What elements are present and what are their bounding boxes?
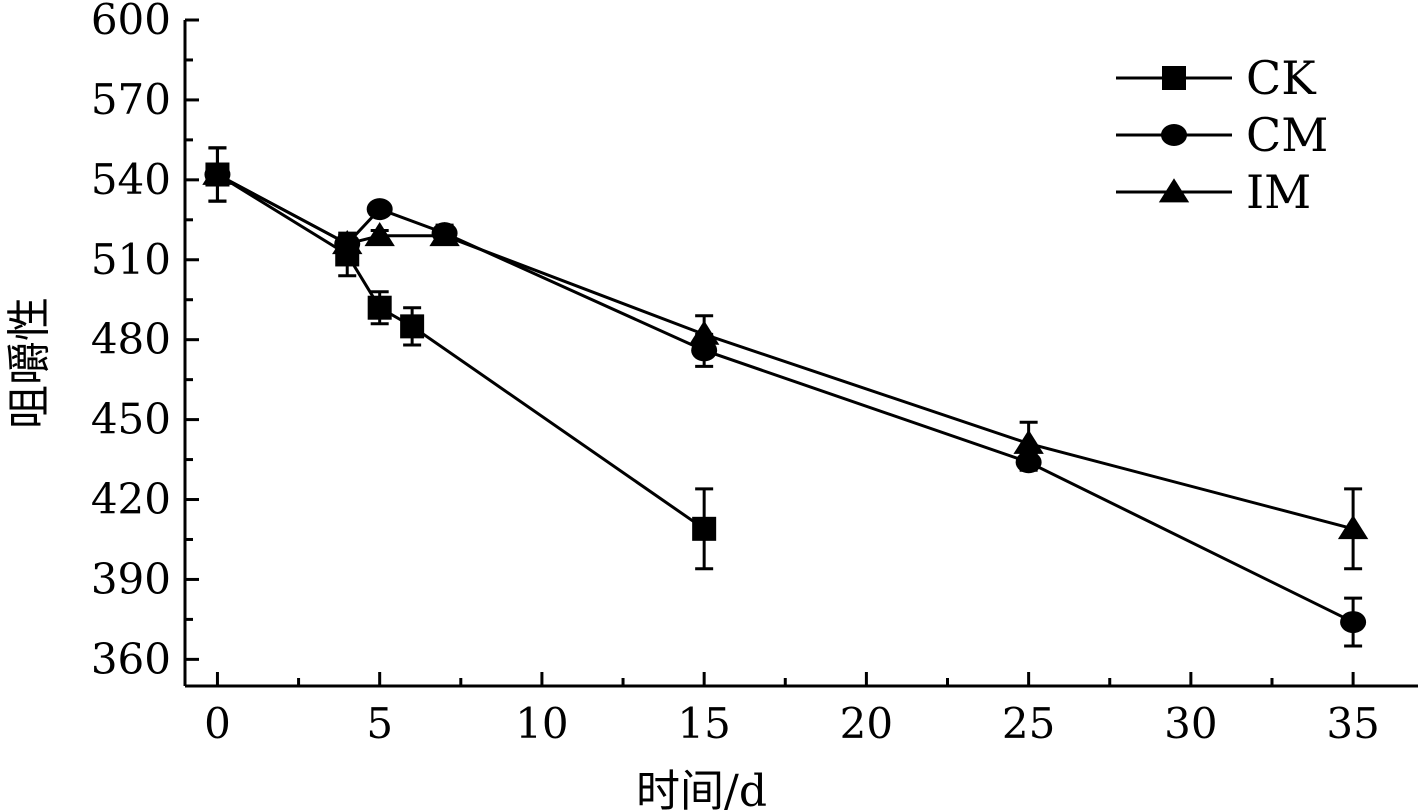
legend-label: CM xyxy=(1246,108,1328,162)
triangle-marker xyxy=(202,160,233,185)
legend-item-cm: CM xyxy=(1116,108,1328,162)
y-tick-label: 510 xyxy=(91,235,171,284)
series-line xyxy=(216,173,1354,531)
series-im xyxy=(202,146,1369,571)
y-tick-label: 570 xyxy=(91,75,171,124)
legend-label: CK xyxy=(1246,51,1317,105)
x-axis-title: 时间/d xyxy=(636,766,767,812)
series-line xyxy=(216,173,706,531)
triangle-marker xyxy=(1013,429,1044,454)
triangle-marker xyxy=(688,320,720,345)
x-tick-label: 5 xyxy=(366,699,393,748)
series-layer xyxy=(202,146,1369,648)
triangle-marker xyxy=(429,221,460,247)
triangle-marker xyxy=(332,229,363,255)
x-tick-label: 15 xyxy=(677,699,730,748)
y-tick-label: 540 xyxy=(91,155,171,204)
legend-item-ck: CK xyxy=(1116,51,1317,105)
y-tick-label: 390 xyxy=(91,554,171,603)
legend-item-im: IM xyxy=(1116,165,1311,219)
square-marker xyxy=(1162,66,1186,90)
y-tick-label: 600 xyxy=(91,0,171,44)
x-tick-label: 30 xyxy=(1164,699,1217,748)
circle-marker xyxy=(1340,611,1367,634)
series-ck xyxy=(205,146,717,571)
y-tick-label: 360 xyxy=(91,634,171,683)
square-marker xyxy=(692,516,717,541)
y-axis-title: 咀嚼性 xyxy=(4,297,55,429)
y-tick-label: 480 xyxy=(91,315,171,364)
triangle-marker xyxy=(1337,515,1369,540)
triangle-marker xyxy=(364,221,395,247)
x-tick-label: 0 xyxy=(204,699,231,748)
series-cm xyxy=(204,146,1367,648)
square-marker xyxy=(367,295,392,320)
square-marker xyxy=(400,314,425,339)
legend-label: IM xyxy=(1246,165,1311,219)
triangle-marker xyxy=(1158,178,1190,203)
x-tick-label: 10 xyxy=(515,699,568,748)
circle-marker xyxy=(366,198,393,221)
x-tick-label: 25 xyxy=(1002,699,1055,748)
y-tick-label: 450 xyxy=(91,395,171,444)
circle-marker xyxy=(1161,124,1187,146)
x-tick-label: 35 xyxy=(1326,699,1379,748)
x-tick-label: 20 xyxy=(840,699,893,748)
y-tick-label: 420 xyxy=(91,475,171,524)
